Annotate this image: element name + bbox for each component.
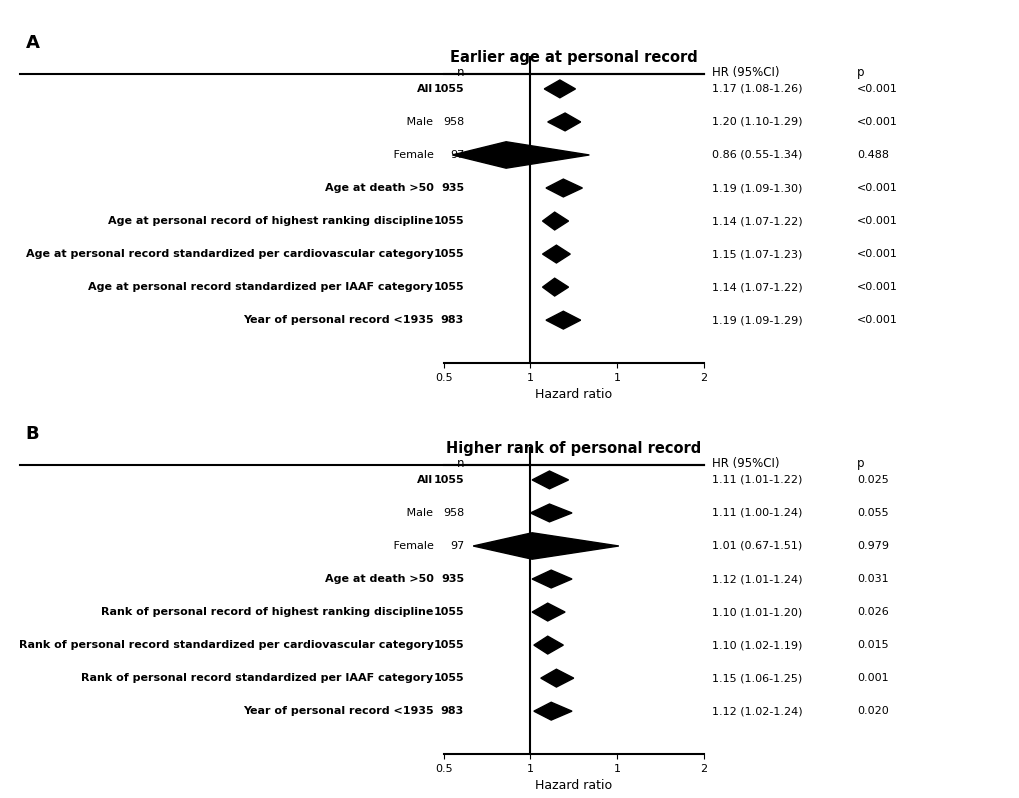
Text: 1.12 (1.01-1.24): 1.12 (1.01-1.24) xyxy=(711,574,802,584)
Polygon shape xyxy=(530,504,572,522)
Text: Age at death >50: Age at death >50 xyxy=(324,183,433,193)
Text: 97: 97 xyxy=(449,541,464,551)
Polygon shape xyxy=(547,113,580,131)
Text: 0.001: 0.001 xyxy=(856,674,888,683)
Text: 1.14 (1.07-1.22): 1.14 (1.07-1.22) xyxy=(711,282,802,292)
Text: All: All xyxy=(417,84,433,94)
Text: 1055: 1055 xyxy=(433,674,464,683)
Polygon shape xyxy=(542,212,568,230)
Polygon shape xyxy=(533,702,572,720)
Text: Higher rank of personal record: Higher rank of personal record xyxy=(445,441,701,456)
Text: Earlier age at personal record: Earlier age at personal record xyxy=(449,50,697,65)
Polygon shape xyxy=(544,80,575,98)
Polygon shape xyxy=(532,603,565,621)
Text: Male: Male xyxy=(396,508,433,518)
Text: 1.12 (1.02-1.24): 1.12 (1.02-1.24) xyxy=(711,706,802,716)
Text: 983: 983 xyxy=(440,315,464,325)
Text: 1.17 (1.08-1.26): 1.17 (1.08-1.26) xyxy=(711,84,802,94)
Text: 1.01 (0.67-1.51): 1.01 (0.67-1.51) xyxy=(711,541,801,551)
Polygon shape xyxy=(542,279,568,296)
Text: n: n xyxy=(457,457,464,470)
Text: 1.11 (1.00-1.24): 1.11 (1.00-1.24) xyxy=(711,508,802,518)
Text: <0.001: <0.001 xyxy=(856,249,897,259)
Text: n: n xyxy=(457,66,464,79)
Text: <0.001: <0.001 xyxy=(856,216,897,226)
Text: Year of personal record <1935: Year of personal record <1935 xyxy=(243,315,433,325)
Text: 1.20 (1.10-1.29): 1.20 (1.10-1.29) xyxy=(711,117,802,127)
Text: A: A xyxy=(25,34,40,52)
Text: <0.001: <0.001 xyxy=(856,282,897,292)
Polygon shape xyxy=(532,471,568,489)
Text: 1055: 1055 xyxy=(433,249,464,259)
Text: Age at death >50: Age at death >50 xyxy=(324,574,433,584)
Text: 1.19 (1.09-1.29): 1.19 (1.09-1.29) xyxy=(711,315,802,325)
Text: Female: Female xyxy=(382,541,433,551)
Text: 0.979: 0.979 xyxy=(856,541,888,551)
Text: 1.14 (1.07-1.22): 1.14 (1.07-1.22) xyxy=(711,216,802,226)
Polygon shape xyxy=(473,533,619,559)
Text: Rank of personal record standardized per IAAF category: Rank of personal record standardized per… xyxy=(82,674,433,683)
Text: Male: Male xyxy=(396,117,433,127)
Text: Year of personal record <1935: Year of personal record <1935 xyxy=(243,706,433,716)
Text: Rank of personal record of highest ranking discipline: Rank of personal record of highest ranki… xyxy=(101,607,433,617)
Text: 1.15 (1.07-1.23): 1.15 (1.07-1.23) xyxy=(711,249,802,259)
Text: Age at personal record of highest ranking discipline: Age at personal record of highest rankin… xyxy=(108,216,433,226)
Polygon shape xyxy=(542,245,570,263)
Text: 0.488: 0.488 xyxy=(856,150,888,160)
Polygon shape xyxy=(545,311,580,329)
Text: 1055: 1055 xyxy=(433,282,464,292)
Text: 0.020: 0.020 xyxy=(856,706,888,716)
Text: Female: Female xyxy=(382,150,433,160)
Text: 1.11 (1.01-1.22): 1.11 (1.01-1.22) xyxy=(711,475,802,485)
Polygon shape xyxy=(452,142,589,168)
Text: HR (95%CI): HR (95%CI) xyxy=(711,457,779,470)
Text: <0.001: <0.001 xyxy=(856,183,897,193)
Text: Rank of personal record standardized per cardiovascular category: Rank of personal record standardized per… xyxy=(18,640,433,650)
Polygon shape xyxy=(532,570,572,588)
Text: 1055: 1055 xyxy=(433,84,464,94)
Text: 1.15 (1.06-1.25): 1.15 (1.06-1.25) xyxy=(711,674,801,683)
Text: 0.031: 0.031 xyxy=(856,574,888,584)
Text: 958: 958 xyxy=(442,117,464,127)
Text: p: p xyxy=(856,457,863,470)
Text: 935: 935 xyxy=(440,574,464,584)
Text: 1.10 (1.01-1.20): 1.10 (1.01-1.20) xyxy=(711,607,801,617)
Text: 0.025: 0.025 xyxy=(856,475,888,485)
Polygon shape xyxy=(545,179,582,197)
Text: 1.10 (1.02-1.19): 1.10 (1.02-1.19) xyxy=(711,640,802,650)
Text: <0.001: <0.001 xyxy=(856,117,897,127)
X-axis label: Hazard ratio: Hazard ratio xyxy=(535,389,611,401)
Text: 0.055: 0.055 xyxy=(856,508,888,518)
Text: Age at personal record standardized per cardiovascular category: Age at personal record standardized per … xyxy=(25,249,433,259)
Text: 1.19 (1.09-1.30): 1.19 (1.09-1.30) xyxy=(711,183,802,193)
Text: 1055: 1055 xyxy=(433,607,464,617)
Text: 983: 983 xyxy=(440,706,464,716)
Polygon shape xyxy=(533,636,562,654)
Text: p: p xyxy=(856,66,863,79)
Text: 0.86 (0.55-1.34): 0.86 (0.55-1.34) xyxy=(711,150,802,160)
Text: 1055: 1055 xyxy=(433,216,464,226)
Text: <0.001: <0.001 xyxy=(856,84,897,94)
Text: 958: 958 xyxy=(442,508,464,518)
X-axis label: Hazard ratio: Hazard ratio xyxy=(535,780,611,792)
Text: 1055: 1055 xyxy=(433,475,464,485)
Text: <0.001: <0.001 xyxy=(856,315,897,325)
Text: 935: 935 xyxy=(440,183,464,193)
Text: 0.026: 0.026 xyxy=(856,607,888,617)
Text: All: All xyxy=(417,475,433,485)
Text: Age at personal record standardized per IAAF category: Age at personal record standardized per … xyxy=(89,282,433,292)
Text: 0.015: 0.015 xyxy=(856,640,888,650)
Text: 97: 97 xyxy=(449,150,464,160)
Text: 1055: 1055 xyxy=(433,640,464,650)
Polygon shape xyxy=(540,670,573,687)
Text: HR (95%CI): HR (95%CI) xyxy=(711,66,779,79)
Text: B: B xyxy=(25,425,39,443)
